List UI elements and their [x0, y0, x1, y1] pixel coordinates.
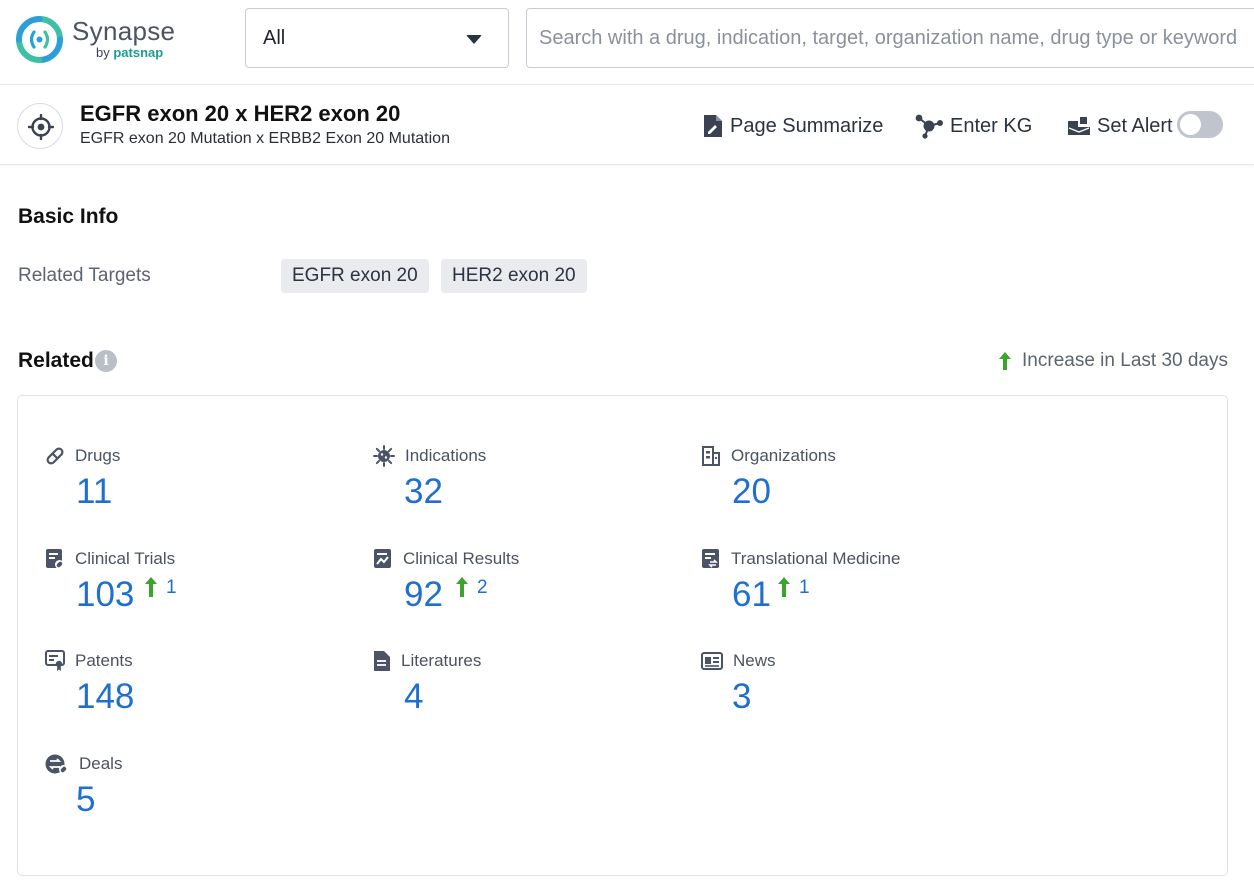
- stat-literatures-label: Literatures: [401, 651, 481, 671]
- building-icon: [701, 446, 721, 466]
- page-summarize-button[interactable]: Page Summarize: [702, 112, 883, 140]
- entity-header: EGFR exon 20 x HER2 exon 20 EGFR exon 20…: [0, 85, 1254, 165]
- news-icon: [701, 652, 723, 670]
- stat-translational-medicine-count[interactable]: 61: [732, 575, 771, 615]
- stat-literatures[interactable]: Literatures 4: [373, 650, 673, 740]
- stat-clinical-trials-increase-value: 1: [166, 577, 177, 599]
- related-stats-card: Drugs 11 Indications 32: [17, 395, 1228, 876]
- arrow-up-icon: [777, 576, 791, 598]
- stat-clinical-results-increase[interactable]: 2: [455, 576, 488, 599]
- logo-by-text: by: [96, 45, 110, 60]
- stat-translational-medicine-label: Translational Medicine: [731, 549, 900, 569]
- set-alert-label: Set Alert: [1097, 115, 1173, 138]
- stat-indications[interactable]: Indications 32: [373, 445, 673, 535]
- increase-legend-label: Increase in Last 30 days: [1022, 350, 1228, 372]
- stat-organizations-count[interactable]: 20: [732, 472, 771, 512]
- deal-icon: [45, 753, 69, 775]
- stat-deals-count[interactable]: 5: [76, 780, 95, 820]
- patent-icon: [45, 650, 65, 672]
- increase-legend: Increase in Last 30 days: [998, 350, 1228, 372]
- search-scope-select[interactable]: All: [245, 8, 509, 68]
- stat-drugs[interactable]: Drugs 11: [45, 445, 345, 535]
- stat-indications-label: Indications: [405, 446, 486, 466]
- target-icon-badge: [17, 103, 63, 149]
- target-icon: [28, 114, 54, 140]
- caret-down-icon: [466, 35, 482, 44]
- stat-clinical-results-count[interactable]: 92: [404, 575, 443, 615]
- stat-patents-label: Patents: [75, 651, 133, 671]
- stat-drugs-label: Drugs: [75, 446, 120, 466]
- enter-kg-button[interactable]: Enter KG: [914, 112, 1032, 140]
- search-box: [526, 8, 1254, 68]
- stat-clinical-trials-label: Clinical Trials: [75, 549, 175, 569]
- stat-translational-medicine-increase-value: 1: [799, 577, 810, 599]
- stat-clinical-trials[interactable]: Clinical Trials 103 1: [45, 548, 345, 638]
- stat-translational-medicine-increase[interactable]: 1: [777, 576, 810, 599]
- stat-clinical-trials-count[interactable]: 103: [76, 575, 134, 615]
- enter-kg-label: Enter KG: [950, 115, 1032, 138]
- stat-drugs-count[interactable]: 11: [76, 472, 112, 512]
- set-alert-button[interactable]: Set Alert: [1067, 112, 1173, 140]
- toggle-knob: [1180, 114, 1201, 135]
- arrow-up-icon: [144, 576, 158, 598]
- stat-news-label: News: [733, 651, 776, 671]
- search-scope-value: All: [263, 27, 285, 50]
- stat-translational-medicine[interactable]: Translational Medicine 61 1: [701, 548, 1001, 638]
- logo-brand: patsnap: [113, 45, 163, 60]
- basic-info-heading: Basic Info: [18, 205, 118, 229]
- alert-mail-icon: [1067, 115, 1091, 137]
- stat-deals-label: Deals: [79, 754, 122, 774]
- page-summarize-label: Page Summarize: [730, 115, 883, 138]
- arrow-up-icon: [998, 351, 1012, 371]
- stat-deals[interactable]: Deals 5: [45, 753, 345, 843]
- document-icon: [373, 650, 391, 672]
- top-bar: Synapse by patsnap All: [0, 0, 1254, 85]
- target-tag-egfr-exon-20[interactable]: EGFR exon 20: [281, 259, 429, 293]
- related-heading: Related: [18, 349, 94, 373]
- search-input[interactable]: [527, 9, 1254, 67]
- page-title: EGFR exon 20 x HER2 exon 20: [80, 101, 400, 127]
- stat-literatures-count[interactable]: 4: [404, 677, 423, 717]
- logo-name: Synapse: [72, 16, 175, 47]
- target-tag-her2-exon-20[interactable]: HER2 exon 20: [441, 259, 587, 293]
- clinical-trial-icon: [45, 548, 65, 570]
- set-alert-toggle[interactable]: [1177, 111, 1223, 138]
- stat-clinical-results-increase-value: 2: [477, 577, 488, 599]
- translational-icon: [701, 548, 721, 570]
- stat-news-count[interactable]: 3: [732, 677, 751, 717]
- stat-clinical-results-label: Clinical Results: [403, 549, 519, 569]
- virus-icon: [373, 445, 395, 467]
- arrow-up-icon: [455, 576, 469, 598]
- knowledge-graph-icon: [914, 113, 944, 139]
- related-targets-label: Related Targets: [18, 265, 151, 287]
- stat-organizations[interactable]: Organizations 20: [701, 445, 1001, 535]
- stat-patents[interactable]: Patents 148: [45, 650, 345, 740]
- synapse-logo[interactable]: Synapse by patsnap: [16, 15, 176, 65]
- stat-news[interactable]: News 3: [701, 650, 1001, 740]
- clinical-result-icon: [373, 548, 393, 570]
- page-subtitle: EGFR exon 20 Mutation x ERBB2 Exon 20 Mu…: [80, 130, 450, 148]
- stat-indications-count[interactable]: 32: [404, 472, 443, 512]
- pill-icon: [45, 446, 65, 466]
- info-icon[interactable]: i: [95, 350, 117, 372]
- stat-clinical-results[interactable]: Clinical Results 92 2: [373, 548, 673, 638]
- stat-organizations-label: Organizations: [731, 446, 836, 466]
- stat-clinical-trials-increase[interactable]: 1: [144, 576, 177, 599]
- logo-byline: by patsnap: [96, 45, 163, 60]
- synapse-logo-icon: [16, 16, 63, 63]
- summarize-icon: [702, 114, 724, 138]
- stat-patents-count[interactable]: 148: [76, 677, 134, 717]
